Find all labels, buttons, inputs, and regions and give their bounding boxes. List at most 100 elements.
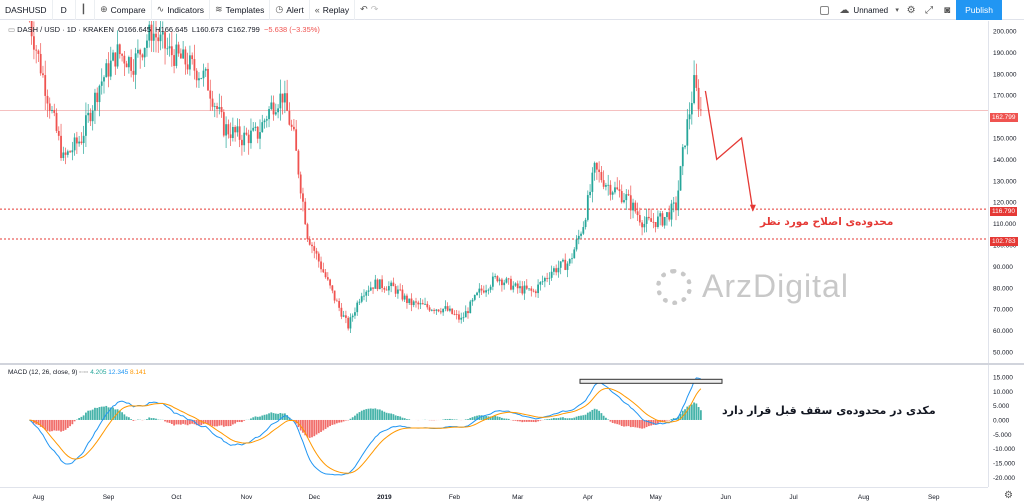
candle-body [403,295,406,300]
layout-name[interactable]: Unnamed [853,5,889,15]
candle-body [143,47,146,58]
time-axis-tick: 2019 [377,494,392,501]
macd-hist-bar [114,409,117,420]
candle-body [118,44,121,55]
candle-body [66,151,69,155]
candle-body [580,233,582,236]
macd-line [29,377,702,476]
macd-hist-bar [564,418,567,420]
macd-hist-bar [562,417,564,420]
macd-hist-bar [222,419,225,427]
macd-hist-bar [306,419,309,438]
candle-body [539,282,542,285]
macd-hist-bar [351,417,354,420]
macd-hist-bar [573,417,576,420]
price-pane[interactable] [0,20,988,363]
macd-hist-bar [378,409,381,420]
candle-body [123,55,126,64]
candle-body [476,292,478,296]
macd-hist-bar [482,415,485,420]
candles-icon: ┃ [80,4,87,14]
candle-body [125,63,128,68]
compare-button[interactable]: ⊕ Compare [95,0,152,20]
macd-hist-bar [207,419,209,425]
interval-button[interactable]: D [53,0,76,20]
macd-hist-bar [693,402,695,420]
candle-body [159,34,162,42]
candle-body [51,109,53,111]
time-axis-tick: Dec [308,494,320,501]
macd-axis-tick: 10.000 [993,389,1013,396]
candle-body [127,57,130,68]
macd-hist-bar [241,419,243,423]
macd-hist-bar [324,419,327,429]
macd-hist-bar [55,419,58,431]
candle-body [473,295,476,300]
price-chart[interactable] [0,20,988,363]
candle-body [311,244,313,247]
fullscreen-icon[interactable]: ⤢ [925,4,934,16]
redo-icon[interactable]: ↷ [370,4,379,14]
pane-separator[interactable] [0,363,1024,365]
candle-body [607,184,610,186]
macd-hist-bar [584,414,587,420]
price-axis[interactable]: 200.000190.000180.000170.000160.000150.0… [988,21,1024,363]
candle-body [134,53,137,75]
time-axis-tick: Apr [583,494,594,501]
macd-hist-bar [625,419,628,427]
symbol-search-button[interactable]: DASHUSD [0,0,53,20]
macd-hist-bar [618,419,621,425]
price-axis-tick: 130.000 [993,178,1017,185]
chart-type-button[interactable]: ┃ [76,0,96,20]
candle-body [568,259,571,264]
macd-hist-bar [358,412,361,420]
candle-body [577,235,580,240]
chart-settings-icon[interactable]: ⚙ [1004,490,1013,501]
candle-body [150,24,153,41]
macd-hist-bar [523,419,526,422]
settings-gear-icon[interactable]: ⚙ [906,4,916,16]
alert-button[interactable]: ◷ Alert [270,0,310,20]
candle-body [641,222,643,228]
watermark-text: ArzDigital [702,268,849,304]
camera-icon[interactable]: ◙ [944,4,951,16]
replay-button[interactable]: «Replay [310,0,356,20]
candle-body [437,309,440,312]
sync-checkbox[interactable] [820,5,830,15]
publish-button[interactable]: Publish [956,0,1002,20]
indicators-button[interactable]: ∿ Indicators [152,0,211,20]
legend-eye-icon[interactable]: ▭ [8,25,18,34]
candle-body [611,192,614,195]
candle-body [263,120,266,123]
price-axis-labels: 200.000190.000180.000170.000160.000150.0… [993,29,1017,357]
undo-button[interactable]: ↶ ↷ [355,0,386,20]
candle-body [179,53,182,59]
time-axis[interactable]: Aug Sep Oct Nov Dec 2019 Feb Mar Apr May Jun Jul Aug… [0,487,988,504]
macd-hist-value: 4.205 [90,369,107,376]
candle-body [367,290,370,292]
candle-body [668,212,671,220]
macd-hist-bar [589,411,591,420]
macd-hist-bar [218,419,221,426]
price-axis-tick: 110.000 [993,221,1016,228]
candle-body [575,239,578,250]
macd-hist-bar [605,417,607,420]
macd-hist-bar [304,419,307,436]
candle-body [225,124,227,136]
candle-body [659,213,662,217]
candle-body [460,317,463,320]
macd-pane[interactable] [0,365,988,487]
macd-hist-bar [654,419,657,425]
layout-chevron-icon[interactable]: ▾ [895,7,899,14]
macd-legend-buttons[interactable]: ▫▫▫▫ [79,369,91,376]
macd-chart[interactable] [0,365,988,487]
macd-hist-bar [200,419,203,426]
macd-hist-bar [620,419,623,427]
templates-button[interactable]: ≋ Templates [210,0,271,20]
macd-hist-bar [155,418,157,420]
macd-axis[interactable]: 15.000 10.000 5.000 0.000 -5.000 -10.000 -15.0… [988,365,1024,487]
candle-body [458,314,460,320]
candle-body [598,169,601,173]
candle-body [609,184,612,195]
candle-body [141,54,144,58]
